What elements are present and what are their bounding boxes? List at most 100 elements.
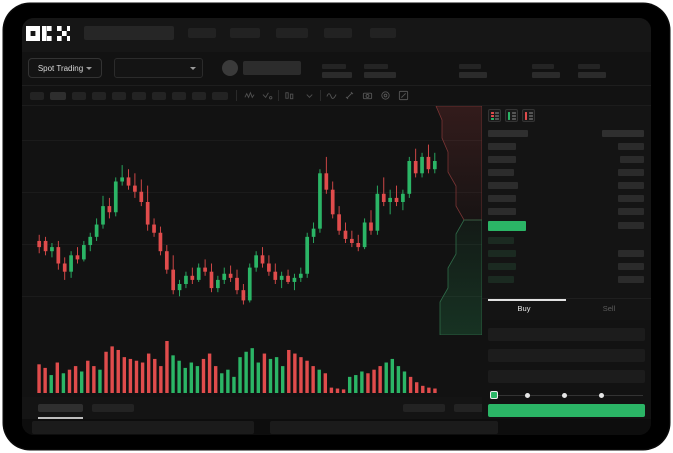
market-stat-1 bbox=[322, 64, 352, 78]
stat-value bbox=[532, 72, 560, 78]
order-book-ask-amount bbox=[618, 195, 644, 202]
order-book-bid-row[interactable] bbox=[488, 237, 514, 244]
interval-button-4[interactable] bbox=[92, 92, 106, 100]
nav-item-4[interactable] bbox=[324, 28, 352, 38]
interval-button-9[interactable] bbox=[192, 92, 206, 100]
slider-stop-50[interactable] bbox=[562, 392, 567, 398]
order-form bbox=[482, 320, 651, 419]
market-sub-header: Spot Trading bbox=[22, 52, 651, 86]
order-total-field[interactable] bbox=[488, 370, 645, 383]
compare-icon[interactable] bbox=[262, 90, 273, 101]
interval-button-2[interactable] bbox=[50, 92, 66, 100]
bottom-panel-2[interactable] bbox=[270, 421, 498, 434]
stat-value bbox=[364, 72, 396, 78]
interval-button-3[interactable] bbox=[72, 92, 86, 100]
last-price-value bbox=[243, 61, 301, 75]
slider-handle[interactable] bbox=[490, 391, 498, 399]
orderbook-bids-icon[interactable] bbox=[505, 109, 518, 122]
line-chart-icon[interactable] bbox=[326, 90, 337, 101]
market-type-label: Spot Trading bbox=[37, 63, 84, 73]
magnet-icon[interactable] bbox=[344, 90, 355, 101]
stat-label bbox=[322, 64, 346, 69]
order-book-ask-row[interactable] bbox=[488, 208, 516, 215]
interval-button-6[interactable] bbox=[132, 92, 146, 100]
grid-line bbox=[22, 296, 482, 297]
order-book-bid-amount bbox=[618, 263, 644, 270]
order-book-bid-row[interactable] bbox=[488, 263, 516, 270]
bottom-tab-2[interactable] bbox=[92, 404, 134, 412]
order-book-ask-amount bbox=[618, 143, 644, 150]
order-price-field[interactable] bbox=[488, 328, 645, 341]
order-book-bid-row[interactable] bbox=[488, 276, 514, 283]
stat-value bbox=[459, 72, 487, 78]
stat-label bbox=[532, 64, 554, 69]
order-book-header-right bbox=[602, 130, 644, 137]
orderbook-both-icon[interactable] bbox=[488, 109, 501, 122]
stat-value bbox=[578, 72, 606, 78]
grid-line bbox=[22, 192, 482, 193]
slider-stop-75[interactable] bbox=[599, 392, 604, 398]
fullscreen-icon[interactable] bbox=[398, 90, 409, 101]
depth-chart-overlay bbox=[435, 106, 482, 335]
order-book-ask-row[interactable] bbox=[488, 169, 514, 176]
search-input[interactable] bbox=[84, 26, 174, 40]
okx-logo[interactable] bbox=[26, 24, 72, 42]
submit-order-button[interactable] bbox=[488, 404, 645, 417]
order-book-ask-row[interactable] bbox=[488, 182, 518, 189]
bottom-tab-1[interactable] bbox=[38, 404, 83, 412]
order-book-ask-row[interactable] bbox=[488, 156, 516, 163]
nav-item-2[interactable] bbox=[230, 28, 260, 38]
active-tab-indicator bbox=[488, 299, 566, 301]
order-book-ask-row[interactable] bbox=[488, 143, 516, 150]
market-stat-3 bbox=[459, 64, 487, 78]
bottom-action-1[interactable] bbox=[403, 404, 445, 412]
nav-item-3[interactable] bbox=[276, 28, 308, 38]
bottom-panel-1[interactable] bbox=[32, 421, 254, 434]
bottom-action-2[interactable] bbox=[454, 404, 496, 412]
orderbook-asks-icon[interactable] bbox=[522, 109, 535, 122]
market-type-dropdown[interactable]: Spot Trading bbox=[28, 58, 102, 78]
order-book-ask-row[interactable] bbox=[488, 195, 516, 202]
price-chart[interactable] bbox=[22, 106, 482, 335]
order-book-mode-toggles bbox=[488, 109, 535, 122]
interval-button-7[interactable] bbox=[152, 92, 166, 100]
app-screen: Spot Trading bbox=[22, 18, 651, 435]
market-stat-5 bbox=[578, 64, 606, 78]
camera-icon[interactable] bbox=[362, 90, 373, 101]
volume-series bbox=[37, 341, 437, 393]
chart-toolbar bbox=[22, 86, 651, 106]
order-amount-field[interactable] bbox=[488, 349, 645, 362]
order-book-ask-amount bbox=[618, 182, 644, 189]
chevron-down-icon bbox=[190, 66, 196, 70]
trade-side-tabs: Buy Sell bbox=[482, 298, 651, 320]
nav-item-5[interactable] bbox=[370, 28, 396, 38]
chart-type-icon[interactable] bbox=[284, 90, 295, 101]
nav-item-1[interactable] bbox=[188, 28, 216, 38]
indicator-icon[interactable] bbox=[244, 90, 255, 101]
order-book[interactable] bbox=[482, 106, 651, 298]
tab-sell[interactable]: Sell bbox=[602, 304, 616, 313]
trading-pair-select[interactable] bbox=[114, 58, 203, 78]
interval-button-10[interactable] bbox=[212, 92, 228, 100]
stat-value bbox=[322, 72, 352, 78]
chevron-down-icon[interactable] bbox=[304, 90, 315, 101]
chevron-down-icon bbox=[86, 66, 93, 70]
tab-buy[interactable]: Buy bbox=[517, 304, 531, 313]
market-stat-2 bbox=[364, 64, 396, 78]
interval-button-8[interactable] bbox=[172, 92, 186, 100]
slider-stop-25[interactable] bbox=[525, 392, 530, 398]
order-book-bid-amount bbox=[618, 250, 644, 257]
grid-line bbox=[22, 244, 482, 245]
amount-percent-slider[interactable] bbox=[490, 390, 643, 400]
active-tab-indicator bbox=[38, 417, 83, 419]
order-book-bid-row[interactable] bbox=[488, 250, 516, 257]
stat-label bbox=[578, 64, 600, 69]
top-navigation-bar bbox=[22, 18, 651, 52]
interval-button-1[interactable] bbox=[30, 92, 44, 100]
interval-button-5[interactable] bbox=[112, 92, 126, 100]
orders-tab-bar bbox=[22, 397, 496, 419]
order-book-spread-row[interactable] bbox=[488, 221, 526, 231]
order-book-ask-amount bbox=[618, 208, 644, 215]
settings-icon[interactable] bbox=[380, 90, 391, 101]
coin-avatar bbox=[222, 60, 238, 76]
